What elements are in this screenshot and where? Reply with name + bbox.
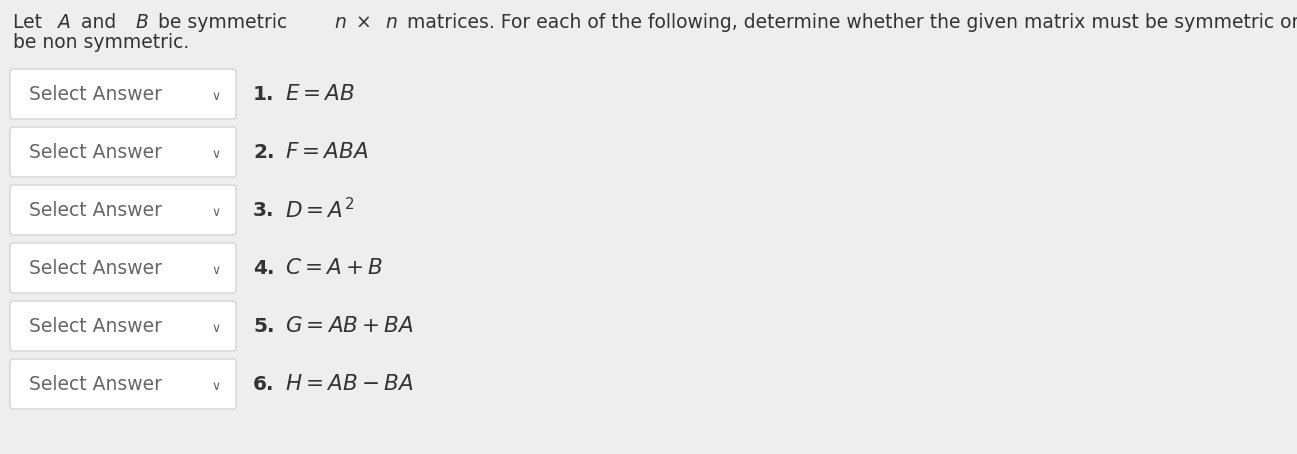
Text: $G = AB + BA$: $G = AB + BA$: [285, 316, 414, 336]
Text: Select Answer: Select Answer: [29, 316, 162, 336]
Text: 1.: 1.: [253, 84, 275, 104]
Text: B: B: [136, 13, 149, 32]
Text: matrices. For each of the following, determine whether the given matrix must be : matrices. For each of the following, det…: [401, 13, 1297, 32]
FancyBboxPatch shape: [10, 127, 236, 177]
Text: 6.: 6.: [253, 375, 275, 394]
Text: ∨: ∨: [211, 380, 220, 393]
Text: Select Answer: Select Answer: [29, 258, 162, 277]
FancyBboxPatch shape: [10, 185, 236, 235]
FancyBboxPatch shape: [10, 359, 236, 409]
Text: 2.: 2.: [253, 143, 275, 162]
FancyBboxPatch shape: [10, 243, 236, 293]
Text: 5.: 5.: [253, 316, 275, 336]
Text: ×: ×: [350, 13, 377, 32]
Text: $D = A^2$: $D = A^2$: [285, 197, 354, 222]
Text: Select Answer: Select Answer: [29, 375, 162, 394]
Text: $C = A + B$: $C = A + B$: [285, 258, 383, 278]
Text: $H = AB - BA$: $H = AB - BA$: [285, 374, 414, 394]
Text: ∨: ∨: [211, 206, 220, 218]
FancyBboxPatch shape: [10, 69, 236, 119]
Text: Select Answer: Select Answer: [29, 143, 162, 162]
Text: n: n: [385, 13, 398, 32]
Text: ∨: ∨: [211, 89, 220, 103]
Text: Let: Let: [13, 13, 48, 32]
Text: 3.: 3.: [253, 201, 275, 219]
Text: and: and: [75, 13, 122, 32]
Text: $E = AB$: $E = AB$: [285, 84, 355, 104]
Text: Select Answer: Select Answer: [29, 84, 162, 104]
Text: ∨: ∨: [211, 148, 220, 161]
Text: Select Answer: Select Answer: [29, 201, 162, 219]
Text: 4.: 4.: [253, 258, 275, 277]
Text: n: n: [335, 13, 346, 32]
Text: ∨: ∨: [211, 321, 220, 335]
Text: A: A: [58, 13, 71, 32]
FancyBboxPatch shape: [10, 301, 236, 351]
Text: be non symmetric.: be non symmetric.: [13, 33, 189, 52]
Text: be symmetric: be symmetric: [152, 13, 293, 32]
Text: $F = ABA$: $F = ABA$: [285, 142, 368, 162]
Text: ∨: ∨: [211, 263, 220, 276]
